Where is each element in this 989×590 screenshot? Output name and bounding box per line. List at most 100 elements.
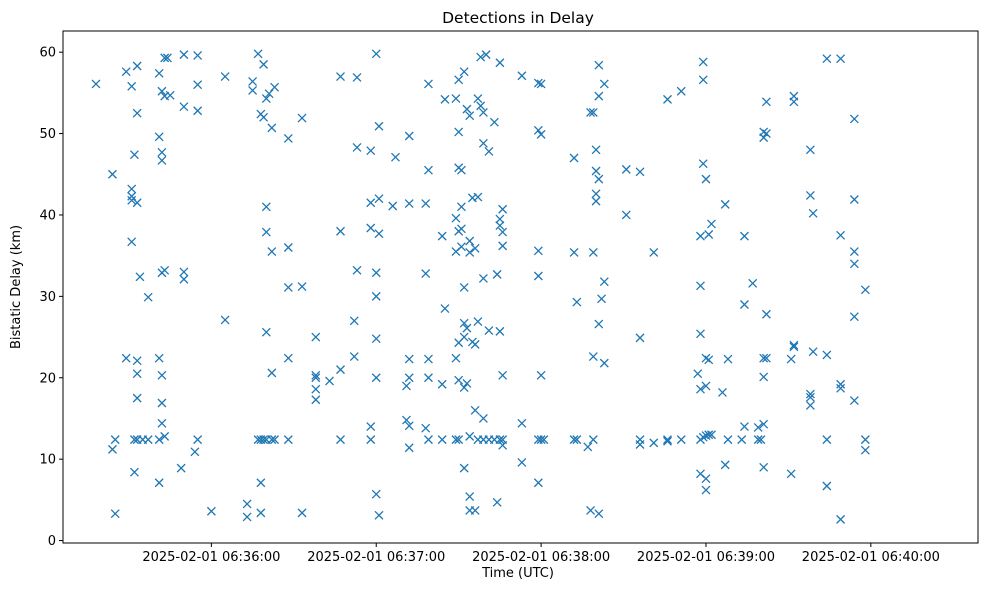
data-point	[462, 104, 472, 114]
y-axis-ticks: 0 10 20 30 40 50 60	[39, 46, 63, 549]
data-point	[404, 421, 414, 431]
x-axis-title: Time (UTC)	[481, 566, 554, 581]
data-point	[663, 94, 672, 104]
data-point	[473, 317, 483, 327]
data-point	[723, 354, 733, 364]
data-point	[311, 395, 321, 405]
data-point	[569, 247, 579, 257]
data-point	[190, 447, 200, 457]
data-point	[517, 418, 527, 428]
data-point	[423, 165, 433, 175]
data-point	[352, 72, 362, 82]
data-point	[242, 499, 252, 509]
data-point	[536, 435, 546, 445]
data-point	[129, 150, 139, 160]
data-point	[349, 352, 359, 362]
data-point	[759, 462, 769, 472]
data-point	[154, 435, 164, 445]
data-point	[456, 202, 466, 212]
data-point	[297, 508, 307, 518]
data-point	[154, 478, 164, 488]
data-point	[462, 323, 472, 333]
data-point	[597, 294, 607, 304]
data-point	[129, 435, 139, 445]
data-point	[822, 350, 832, 360]
data-point	[533, 78, 543, 88]
data-point	[459, 318, 469, 328]
data-point	[371, 489, 381, 499]
plot-area-frame	[62, 30, 979, 544]
data-point	[248, 85, 258, 95]
data-point	[676, 86, 686, 96]
data-point	[193, 80, 203, 90]
data-point	[325, 376, 334, 386]
data-point	[451, 435, 461, 445]
data-point	[283, 133, 293, 143]
data-point	[391, 152, 400, 162]
data-point	[242, 512, 252, 522]
data-point	[437, 231, 447, 241]
data-point	[374, 510, 384, 520]
data-point	[421, 199, 431, 209]
data-point	[366, 435, 376, 445]
data-point	[371, 334, 381, 344]
data-point	[157, 155, 167, 165]
data-point	[836, 379, 846, 389]
data-point	[404, 373, 414, 383]
data-point	[454, 435, 464, 445]
data-point	[132, 108, 142, 118]
x-tick-label: 2025-02-01 06:36:00	[142, 550, 280, 565]
x-tick-label: 2025-02-01 06:39:00	[637, 550, 775, 565]
data-point	[599, 277, 609, 287]
data-point	[748, 278, 758, 288]
data-point	[739, 300, 749, 309]
data-point	[849, 247, 859, 257]
data-point	[421, 269, 431, 279]
data-point	[437, 379, 447, 389]
data-point	[698, 57, 708, 67]
data-point	[701, 381, 711, 391]
data-point	[283, 243, 293, 252]
data-point	[808, 208, 818, 218]
data-point	[459, 383, 469, 392]
data-point	[349, 316, 359, 326]
data-point	[91, 79, 101, 89]
data-point	[698, 75, 708, 85]
data-point	[270, 435, 280, 445]
data-point	[352, 265, 362, 275]
data-point	[663, 436, 672, 446]
x-tick-label: 2025-02-01 06:37:00	[307, 550, 445, 565]
data-point	[822, 54, 832, 64]
data-point	[459, 332, 469, 342]
data-point	[698, 159, 708, 169]
data-point	[371, 291, 381, 301]
data-point	[121, 353, 131, 363]
data-point	[157, 418, 167, 428]
data-point	[701, 174, 711, 184]
data-point	[484, 326, 494, 336]
data-point	[569, 153, 579, 163]
data-point	[206, 506, 216, 516]
data-point	[536, 370, 546, 380]
data-point	[437, 435, 447, 445]
data-point	[465, 111, 475, 121]
data-point	[297, 282, 307, 292]
data-point	[588, 247, 598, 257]
data-point	[761, 97, 771, 107]
data-point	[404, 443, 414, 453]
data-point	[533, 271, 543, 281]
data-point	[465, 236, 475, 246]
data-point	[533, 478, 543, 488]
data-point	[423, 354, 433, 364]
data-point	[478, 107, 488, 117]
data-point	[456, 224, 466, 234]
data-point	[536, 79, 546, 89]
data-point	[193, 435, 203, 445]
data-point	[591, 145, 601, 155]
data-point	[805, 190, 815, 200]
data-point	[753, 422, 763, 432]
data-point	[635, 440, 645, 449]
data-point	[311, 384, 321, 394]
data-point	[176, 463, 186, 473]
